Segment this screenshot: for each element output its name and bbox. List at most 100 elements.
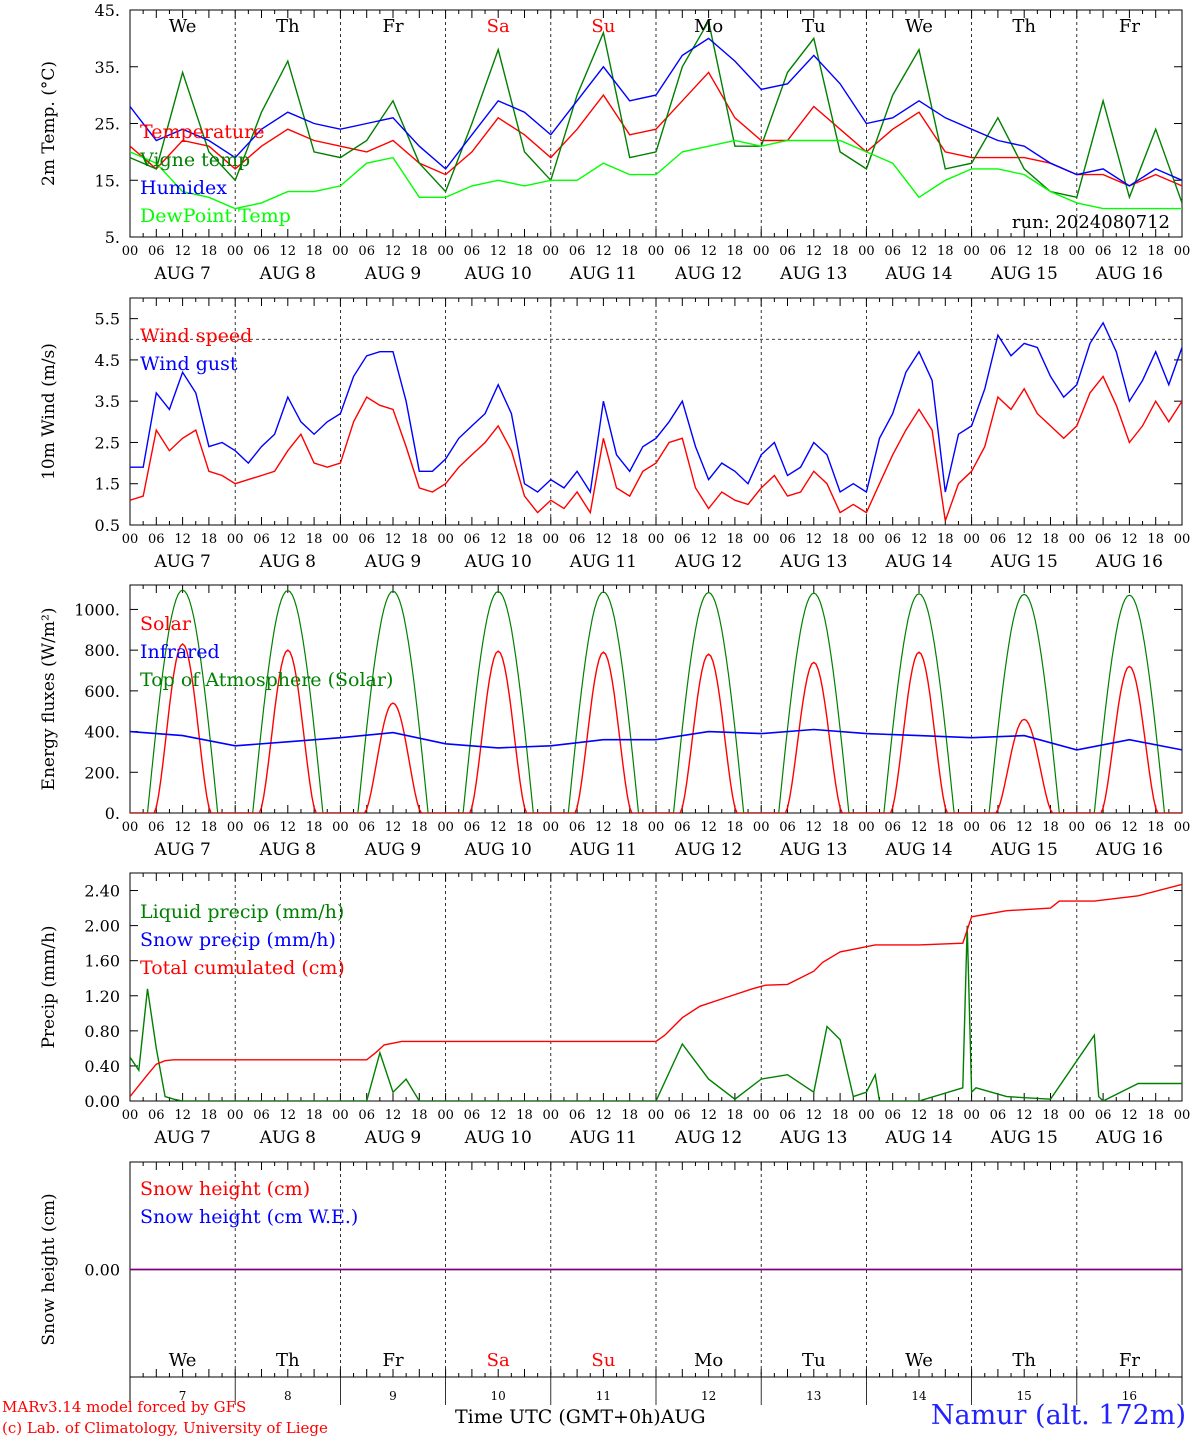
x-axis-month: AUG <box>660 1406 706 1428</box>
x-hour-label: 12 <box>806 820 823 835</box>
y-tick-label: 0.80 <box>84 1022 120 1041</box>
x-hour-label: 00 <box>332 532 349 547</box>
x-hour-label: 06 <box>148 820 165 835</box>
x-hour-label: 06 <box>884 244 901 259</box>
x-hour-label: 18 <box>937 244 954 259</box>
day-name: Tu <box>802 1350 826 1371</box>
x-hour-label: 06 <box>464 244 481 259</box>
legend-entry: DewPoint Temp <box>140 205 291 227</box>
series-liquid-precip-mm-h- <box>130 925 1182 1101</box>
x-hour-label: 06 <box>990 244 1007 259</box>
day-name: We <box>905 16 933 37</box>
y-tick-label: 1.20 <box>84 987 120 1006</box>
y-axis-label: Snow height (cm) <box>39 1193 59 1345</box>
x-date-label: AUG 16 <box>1095 840 1163 860</box>
day-name: Fr <box>1119 16 1140 37</box>
x-hour-label: 00 <box>122 244 139 259</box>
x-hour-label: 06 <box>148 532 165 547</box>
y-tick-label: 400. <box>84 723 120 742</box>
x-hour-label: 18 <box>201 820 218 835</box>
series-wind-speed <box>130 375 1182 522</box>
day-name: We <box>169 1350 197 1371</box>
x-hour-label: 18 <box>516 820 533 835</box>
x-hour-label: 06 <box>148 1108 165 1123</box>
y-tick-label: 35. <box>95 58 120 77</box>
x-hour-label: 12 <box>700 820 717 835</box>
panel-4: 0.00 0.40 0.80 1.20 1.60 2.00 2.40 Precip (mm/h… <box>39 872 1190 1148</box>
x-hour-label: 18 <box>411 820 428 835</box>
day-name: Tu <box>802 16 826 37</box>
x-hour-label: 18 <box>727 1108 744 1123</box>
legend-entry: Liquid precip (mm/h) <box>140 901 344 923</box>
x-date-label: AUG 14 <box>884 1128 952 1148</box>
x-hour-label: 12 <box>595 532 612 547</box>
x-hour-label: 12 <box>700 1108 717 1123</box>
x-hour-label: 18 <box>1042 1108 1059 1123</box>
x-date-label: AUG 16 <box>1095 264 1163 284</box>
x-hour-label: 06 <box>253 1108 270 1123</box>
day-name: We <box>169 16 197 37</box>
x-hour-label: 18 <box>201 532 218 547</box>
x-hour-label: 06 <box>569 820 586 835</box>
x-hour-label: 00 <box>437 244 454 259</box>
x-hour-label: 00 <box>227 532 244 547</box>
x-hour-label: 12 <box>1016 820 1033 835</box>
x-hour-label: 06 <box>674 1108 691 1123</box>
x-hour-label: 06 <box>779 820 796 835</box>
legend-entry: Snow height (cm W.E.) <box>140 1206 358 1228</box>
x-hour-label: 00 <box>1069 532 1086 547</box>
x-hour-label: 00 <box>122 532 139 547</box>
x-hour-label: 06 <box>990 532 1007 547</box>
x-date-label: AUG 10 <box>464 840 532 860</box>
x-hour-label: 12 <box>806 532 823 547</box>
x-hour-label: 00 <box>122 1108 139 1123</box>
x-date-label: AUG 11 <box>569 840 637 860</box>
y-tick-label: 0.00 <box>84 1092 120 1111</box>
x-hour-label: 00 <box>122 820 139 835</box>
day-name: Th <box>1012 1350 1036 1371</box>
series-temperature <box>130 71 1182 187</box>
legend-entry: Solar <box>140 613 192 635</box>
day-number: 16 <box>1122 1389 1137 1403</box>
x-date-label: AUG 9 <box>364 840 421 860</box>
x-hour-label: 00 <box>858 820 875 835</box>
y-tick-label: 800. <box>84 641 120 660</box>
x-hour-label: 18 <box>727 820 744 835</box>
x-axis-title: Time UTC (GMT+0h)AUG <box>455 1406 706 1428</box>
x-hour-label: 06 <box>1095 244 1112 259</box>
x-hour-label: 12 <box>911 532 928 547</box>
x-hour-label: 18 <box>727 244 744 259</box>
x-hour-label: 00 <box>648 532 665 547</box>
x-hour-label: 18 <box>832 820 849 835</box>
series-infrared <box>130 728 1182 751</box>
x-date-label: AUG 15 <box>990 1128 1058 1148</box>
x-date-label: AUG 13 <box>779 552 847 572</box>
x-date-label: AUG 15 <box>990 840 1058 860</box>
day-name: Th <box>1012 16 1036 37</box>
x-hour-label: 18 <box>1042 532 1059 547</box>
x-date-label: AUG 13 <box>779 1128 847 1148</box>
legend-entry: Total cumulated (cm) <box>140 957 345 979</box>
day-name: Mo <box>694 16 723 37</box>
y-tick-label: 0.00 <box>84 1261 120 1280</box>
legend-entry: Humidex <box>140 177 227 199</box>
x-axis-label: Time UTC (GMT+0h) <box>455 1406 661 1428</box>
y-axis-label: 10m Wind (m/s) <box>39 343 59 480</box>
plot-area <box>130 19 1182 210</box>
y-tick-label: 5. <box>105 228 120 247</box>
day-number: 7 <box>179 1389 187 1403</box>
x-hour-label: 00 <box>1174 820 1191 835</box>
x-hour-label: 18 <box>621 820 638 835</box>
x-hour-label: 18 <box>1147 1108 1164 1123</box>
x-hour-label: 06 <box>358 820 375 835</box>
x-date-label: AUG 9 <box>364 264 421 284</box>
x-hour-label: 12 <box>1121 1108 1138 1123</box>
day-number: 13 <box>806 1389 821 1403</box>
legend-entry: Infrared <box>140 641 220 663</box>
run-label: run: 2024080712 <box>1012 212 1170 233</box>
x-hour-label: 00 <box>437 820 454 835</box>
x-hour-label: 06 <box>779 1108 796 1123</box>
panel-5: 0.00 Snow height (cm) Snow height (cm) Snow… <box>39 1161 1183 1405</box>
x-hour-label: 12 <box>280 1108 297 1123</box>
x-date-label: AUG 10 <box>464 264 532 284</box>
